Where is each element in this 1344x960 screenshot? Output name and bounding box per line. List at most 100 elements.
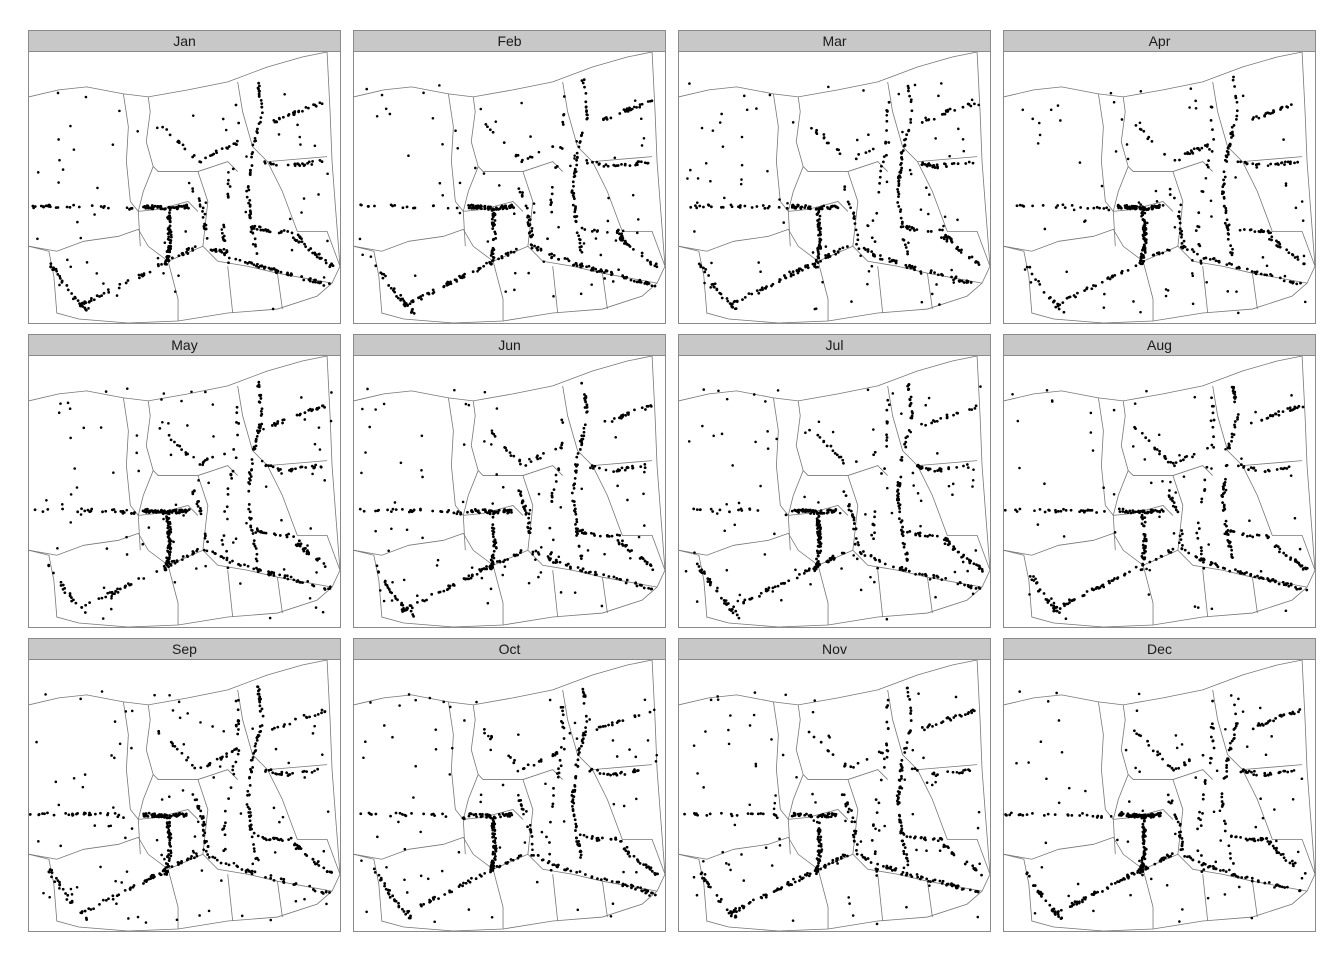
incident-point: [162, 271, 165, 275]
incident-point: [645, 562, 649, 566]
incident-point: [631, 466, 634, 470]
incident-point: [529, 460, 533, 464]
incident-point: [883, 467, 886, 470]
incident-point: [735, 613, 739, 617]
incident-point: [1140, 211, 1144, 215]
incident-point: [1263, 470, 1267, 474]
incident-point: [799, 508, 803, 512]
incident-point: [282, 568, 286, 571]
incident-point: [256, 834, 260, 838]
incident-point: [950, 275, 953, 279]
incident-point: [1289, 160, 1292, 164]
incident-point: [300, 465, 304, 469]
incident-point: [298, 235, 302, 239]
incident-point: [1154, 189, 1158, 193]
incident-point: [167, 535, 170, 538]
district-boundary: [1252, 577, 1258, 614]
incident-point: [95, 272, 99, 275]
incident-point: [734, 307, 738, 311]
incident-point: [419, 508, 422, 512]
district-boundary: [552, 570, 559, 618]
incident-point: [554, 166, 557, 169]
incident-point: [968, 561, 972, 565]
incident-point: [729, 609, 733, 613]
incident-point: [162, 517, 165, 521]
district-boundary: [123, 93, 139, 212]
incident-point: [731, 302, 734, 306]
incident-point: [1269, 112, 1272, 115]
incident-point: [956, 162, 960, 166]
incident-point: [1255, 115, 1258, 118]
incident-point: [56, 91, 60, 95]
incident-point: [253, 544, 257, 548]
map-plot-aug: [1003, 356, 1316, 628]
incident-point: [80, 507, 83, 511]
district-boundary: [448, 93, 464, 212]
incident-point: [1152, 205, 1156, 208]
incident-point: [177, 863, 180, 867]
incident-point: [167, 512, 171, 516]
incident-point: [539, 571, 543, 574]
incident-point: [393, 501, 397, 504]
incident-point: [948, 154, 951, 158]
incident-point: [1058, 611, 1061, 615]
incident-point: [804, 265, 807, 269]
incident-point: [1196, 252, 1199, 256]
incident-point: [909, 121, 913, 124]
incident-point: [554, 447, 558, 451]
incident-point: [520, 501, 524, 505]
incident-point: [550, 185, 554, 189]
incident-point: [590, 283, 593, 286]
incident-point: [1222, 204, 1226, 208]
incident-point: [643, 559, 647, 563]
incident-point: [693, 230, 696, 233]
incident-point: [252, 227, 256, 230]
incident-point: [925, 186, 928, 189]
incident-point: [1302, 254, 1306, 258]
incident-point: [495, 407, 499, 410]
incident-point: [167, 859, 171, 863]
incident-point: [789, 272, 793, 276]
incident-point: [295, 580, 299, 583]
incident-point: [958, 279, 962, 283]
incident-point: [167, 226, 171, 230]
incident-point: [248, 776, 251, 780]
incident-point: [169, 233, 173, 237]
incident-point: [309, 527, 312, 530]
incident-point: [171, 742, 174, 745]
incident-point: [289, 836, 293, 840]
incident-point: [204, 849, 208, 853]
incident-point: [1289, 583, 1293, 587]
incident-point: [73, 467, 76, 470]
incident-point: [867, 269, 871, 273]
incident-point: [406, 304, 409, 307]
incident-point: [737, 616, 741, 620]
incident-point: [852, 518, 856, 522]
incident-point: [44, 204, 48, 208]
incident-point: [467, 574, 471, 578]
incident-point: [251, 532, 255, 535]
incident-point: [527, 516, 531, 520]
incident-point: [616, 229, 620, 233]
incident-point: [1228, 144, 1232, 148]
district-boundary: [927, 577, 933, 614]
incident-point: [295, 413, 299, 417]
map-plot-jun: [353, 356, 666, 628]
incident-point: [940, 578, 944, 582]
incident-point: [969, 104, 973, 108]
incident-point: [610, 534, 614, 538]
incident-point: [733, 523, 737, 527]
incident-point: [168, 208, 172, 212]
incident-point: [252, 539, 256, 543]
district-boundary: [237, 385, 328, 467]
incident-point: [1209, 560, 1213, 564]
incident-point: [933, 469, 937, 473]
incident-point: [255, 552, 259, 556]
incident-point: [81, 305, 85, 308]
incident-point: [493, 435, 497, 438]
incident-point: [829, 205, 833, 209]
incident-point: [877, 190, 881, 194]
district-boundary: [1202, 266, 1209, 314]
incident-point: [427, 292, 431, 296]
incident-point: [873, 240, 877, 243]
